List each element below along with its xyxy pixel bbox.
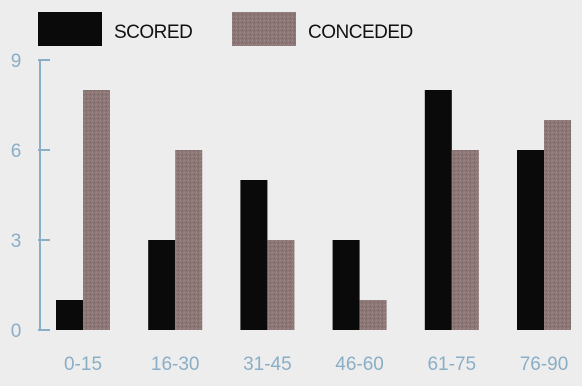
y-tick-label: 0 [11,321,22,342]
bar-scored-46-60 [332,240,360,330]
bar-conceded-16-30 [175,150,203,330]
bar-scored-61-75 [424,90,452,330]
y-axis: 0 3 6 9 [11,51,50,342]
y-tick-label: 3 [11,231,22,252]
legend-swatch-conceded [232,12,296,46]
x-category-label: 31-45 [243,354,292,375]
y-tick-label: 9 [11,51,22,72]
bar-scored-31-45 [240,180,268,330]
y-tick-label: 6 [11,141,22,162]
bar-conceded-46-60 [359,300,387,330]
bar-scored-0-15 [56,300,83,330]
x-category-label: 76-90 [520,354,569,375]
bar-conceded-31-45 [267,240,295,330]
legend-swatch-scored [38,12,102,46]
legend: SCORED CONCEDED [38,12,413,46]
bar-conceded-76-90 [544,120,571,330]
bar-scored-76-90 [517,150,544,330]
bar-conceded-61-75 [451,150,479,330]
bars-group [56,90,571,330]
x-category-label: 0-15 [64,354,102,375]
x-category-label: 61-75 [427,354,476,375]
x-category-label: 46-60 [335,354,384,375]
bar-conceded-0-15 [83,90,110,330]
x-axis-labels: 0-15 16-30 31-45 46-60 61-75 76-90 [64,354,568,375]
x-category-label: 16-30 [151,354,200,375]
legend-label-conceded: CONCEDED [308,22,413,43]
legend-label-scored: SCORED [114,22,192,43]
bar-scored-16-30 [148,240,176,330]
